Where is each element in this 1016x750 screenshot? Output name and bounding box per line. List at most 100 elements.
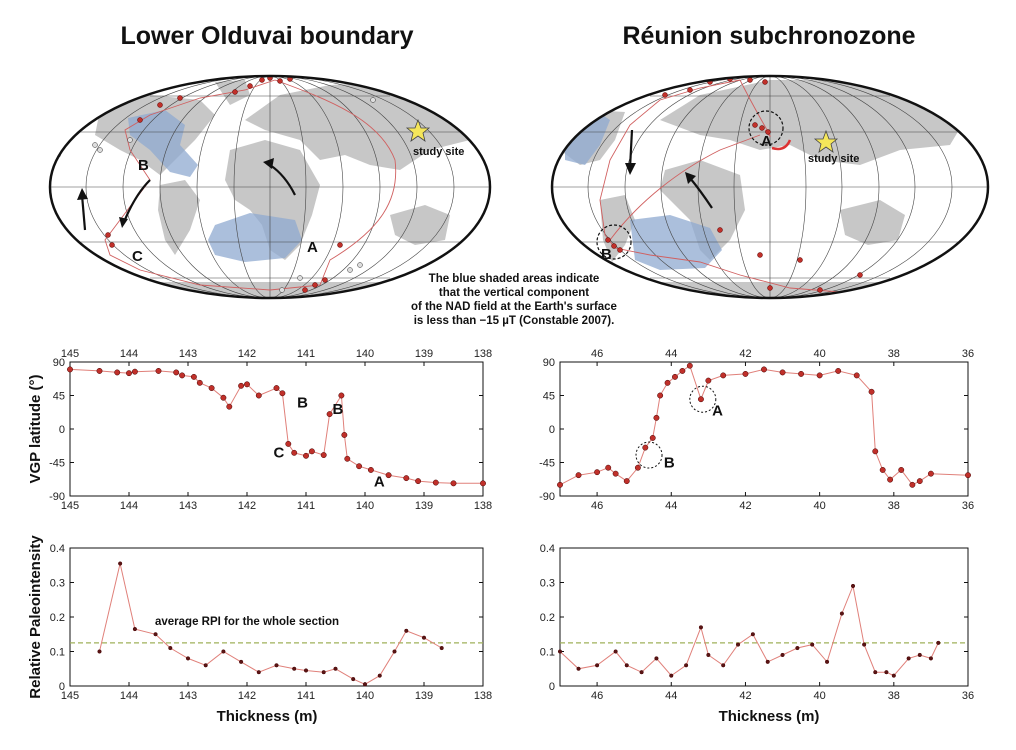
left-vgp-xtick-top-label: 138 <box>474 348 492 360</box>
avg-rpi-label: average RPI for the whole section <box>155 616 339 628</box>
right-rpi-point <box>891 673 896 678</box>
right-rpi-point <box>917 652 922 658</box>
left-rpi-point <box>132 627 137 632</box>
left-vgp-point <box>238 382 245 389</box>
left-rpi-point <box>392 649 397 654</box>
left-vgp-point <box>126 370 132 377</box>
left-vgp-points <box>105 76 343 293</box>
left-rpi-point <box>256 670 261 675</box>
right-vgp-point <box>965 472 971 479</box>
right-vgp-point <box>612 470 619 477</box>
right-rpi-point <box>624 663 629 668</box>
right-rpi-point <box>576 666 581 671</box>
left-vgp-ytick-label: 45 <box>53 391 65 403</box>
left-vgp-xtick-top-label: 140 <box>356 348 374 360</box>
right-vgp-ytick-label: -45 <box>539 458 555 470</box>
left-thickness-label: Thickness (m) <box>217 708 318 725</box>
left-arrowheads <box>77 158 274 228</box>
right-vgp-point <box>798 370 805 377</box>
right-vgp-point <box>697 396 704 403</box>
right-vgp-ytick-label: 45 <box>543 391 555 403</box>
left-rpi-point <box>168 646 173 651</box>
right-title: Réunion subchronozone <box>622 22 915 50</box>
left-vgp-point <box>131 368 138 375</box>
right-rpi-ytick-label: 0.1 <box>540 647 555 659</box>
left-rpi-xtick-label: 141 <box>297 690 315 702</box>
left-rpi-ytick-label: 0.1 <box>50 647 65 659</box>
right-rpi-point <box>862 642 867 647</box>
left-vgp-point <box>303 452 309 459</box>
right-rpi-point <box>936 640 941 645</box>
right-rpi-point <box>810 642 815 647</box>
left-rpi-point <box>404 628 409 633</box>
left-vgp-point <box>67 366 73 373</box>
left-title: Lower Olduvai boundary <box>120 22 413 50</box>
right-rpi-point <box>825 659 830 664</box>
left-vgp-point <box>291 449 298 456</box>
right-map-circle-b <box>596 224 632 260</box>
left-rpi-point <box>274 663 279 668</box>
right-blue-area-south <box>630 215 722 270</box>
note-line-3: of the NAD field at the Earth's surface <box>411 301 617 313</box>
right-rpi-point <box>557 649 563 654</box>
right-vgp-point <box>909 481 916 488</box>
right-vgp-point <box>575 472 582 479</box>
left-vgp-label-c: C <box>274 444 285 461</box>
right-vgp-xtick-label: 36 <box>962 500 974 512</box>
right-vgp-xtick-top-label: 36 <box>962 348 974 360</box>
right-vgp-xtick-top-label: 44 <box>665 348 677 360</box>
left-rpi-point <box>239 659 244 664</box>
right-rpi-ytick-label: 0.3 <box>540 578 555 590</box>
note-line-2: that the vertical component <box>439 287 589 299</box>
right-land-eurasia <box>660 80 965 165</box>
right-rpi-xtick-label: 44 <box>665 690 677 702</box>
right-rpi-xtick-label: 38 <box>888 690 900 702</box>
right-rpi-point <box>735 642 741 647</box>
right-vgp-xtick-label: 42 <box>739 500 751 512</box>
left-vgp-point <box>367 466 374 473</box>
left-rpi-series-line <box>99 563 442 685</box>
left-map-arrows <box>80 164 296 231</box>
right-vgp-xtick-label: 44 <box>665 500 677 512</box>
left-map-label-c: C <box>132 248 143 265</box>
left-vgp-label-a: A <box>374 473 385 490</box>
left-rpi-point <box>439 646 444 651</box>
right-rpi-ytick-label: 0.2 <box>540 612 555 624</box>
left-vgp-point <box>244 381 250 388</box>
left-rpi-point <box>362 682 368 687</box>
left-rpi-point <box>97 649 102 654</box>
left-rpi-point <box>185 656 191 661</box>
left-rpi-xtick-label: 145 <box>61 690 79 702</box>
left-vgp-point <box>385 472 392 479</box>
right-vgp-point <box>634 464 641 471</box>
left-vgp-xtick-label: 139 <box>415 500 433 512</box>
right-vgp-point <box>642 444 649 451</box>
right-vgp-label-b: B <box>664 455 675 472</box>
right-rpi-point <box>706 652 711 658</box>
right-rpi-point <box>750 632 755 637</box>
right-blue-area-north <box>565 110 610 165</box>
right-vgp-point <box>835 367 842 374</box>
left-rpi-xtick-label: 140 <box>356 690 374 702</box>
right-rpi-point <box>721 663 726 668</box>
left-vgp-point <box>480 480 486 487</box>
left-vgp-xtick-top-label: 141 <box>297 348 315 360</box>
right-vgp-point <box>623 478 630 485</box>
right-map-circle-a <box>748 110 784 146</box>
right-rpi-point <box>669 673 674 678</box>
left-vgp-xtick-top-label: 145 <box>61 348 79 360</box>
right-study-site-star-icon <box>813 129 839 153</box>
left-vgp-point <box>208 385 215 392</box>
left-vgp-point <box>96 367 103 374</box>
left-map: B C A study site <box>48 74 492 300</box>
right-vgp-point <box>868 388 875 395</box>
left-land-south-america <box>158 180 200 255</box>
note-line-1: The blue shaded areas indicate <box>429 273 600 285</box>
left-vgp-grey-points <box>55 97 376 293</box>
right-vgp-point <box>816 372 823 379</box>
left-vgp-point <box>155 367 162 374</box>
right-thickness-label: Thickness (m) <box>719 708 820 725</box>
right-map-label-a: A <box>761 133 772 150</box>
left-map-label-a: A <box>307 239 318 256</box>
left-vgp-point <box>344 455 351 462</box>
